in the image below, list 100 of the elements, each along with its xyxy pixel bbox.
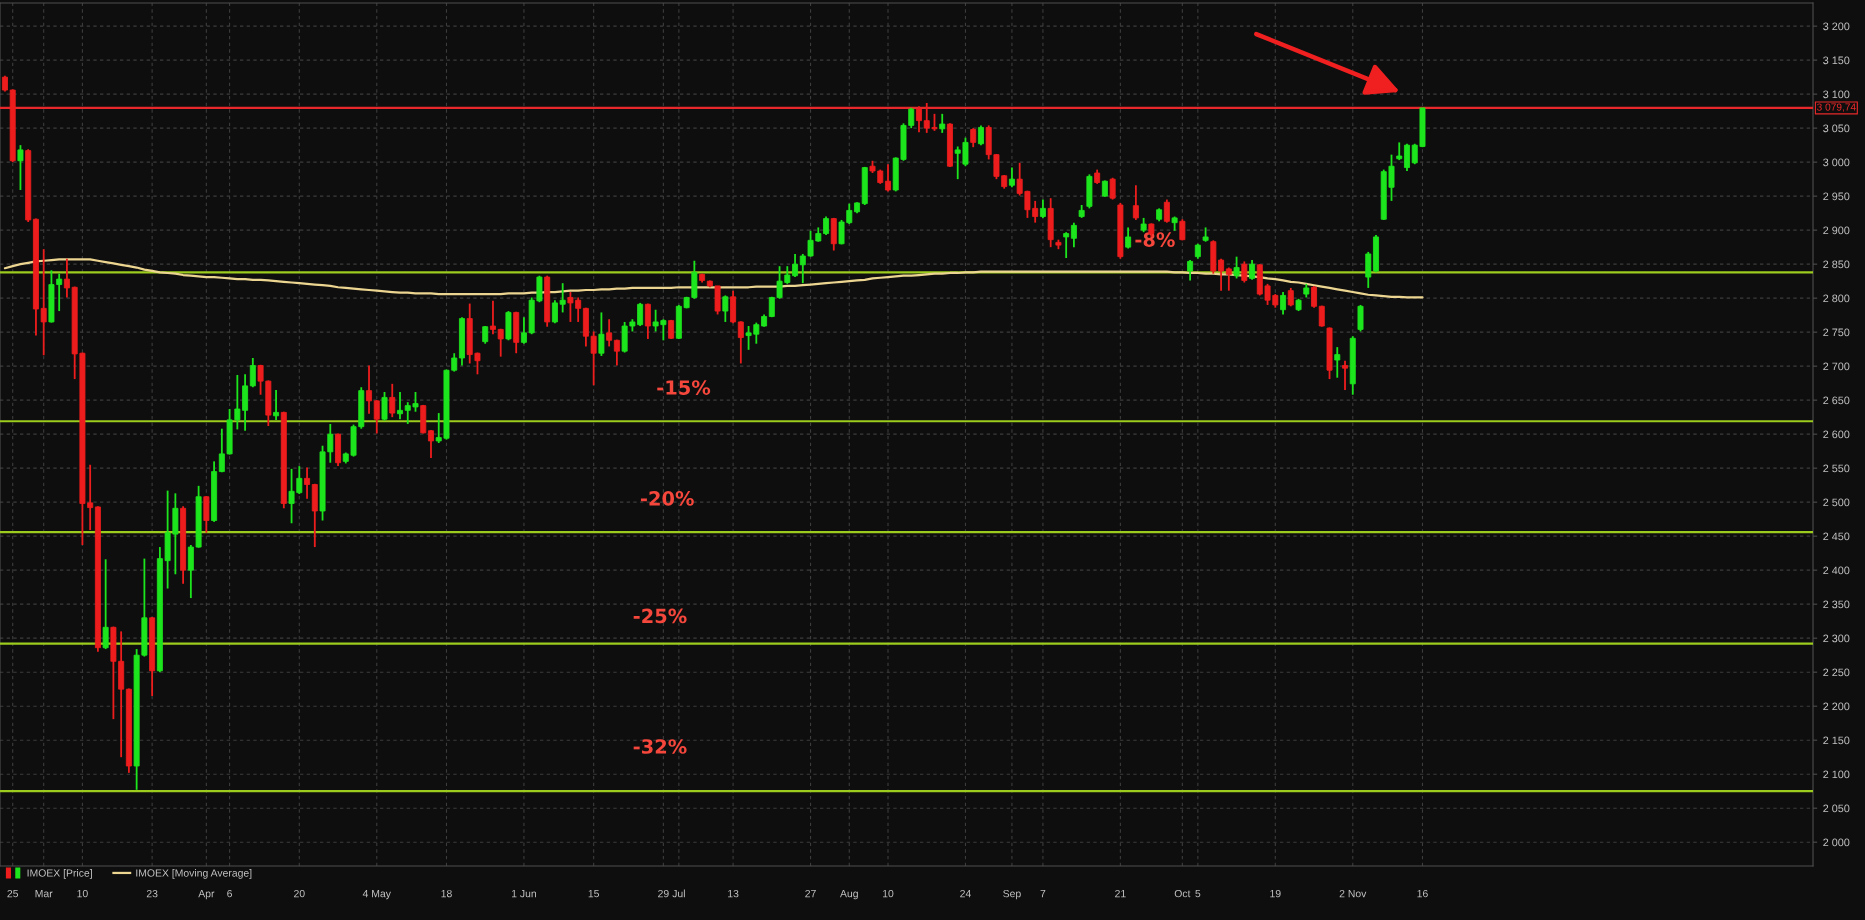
- x-tick-label: Jul: [672, 889, 685, 898]
- x-tick-label: 24: [960, 889, 971, 898]
- x-tick-label: 20: [294, 889, 305, 898]
- candlestick: [1063, 231, 1070, 259]
- y-tick-label: 2 800: [1823, 294, 1850, 303]
- candlestick: [823, 215, 830, 236]
- x-tick-label: 13: [728, 889, 739, 898]
- y-tick-label: 2 750: [1823, 328, 1850, 337]
- candlestick: [428, 429, 434, 459]
- candlestick: [1163, 198, 1170, 224]
- x-tick-label: 5: [1195, 889, 1201, 898]
- annotation: -25%: [633, 608, 687, 624]
- candlestick: [644, 302, 651, 340]
- y-tick-label: 2 600: [1823, 430, 1850, 439]
- x-tick-label: 27: [805, 889, 816, 898]
- candlestick: [1334, 346, 1341, 379]
- ref-line-label: 3 079,74: [1817, 103, 1856, 112]
- y-tick-label: 2 950: [1823, 192, 1850, 201]
- x-tick-label: 4 May: [362, 889, 391, 900]
- x-tick-label: 19: [1270, 889, 1281, 898]
- x-tick-label: Apr: [198, 889, 215, 900]
- x-tick-label: Sep: [1003, 889, 1021, 900]
- x-tick-label: 21: [1115, 889, 1126, 898]
- candlestick: [397, 391, 403, 421]
- y-tick-label: 2 400: [1823, 566, 1850, 575]
- candlestick: [613, 338, 620, 367]
- candlestick: [203, 495, 210, 534]
- candlestick: [1241, 260, 1248, 284]
- y-tick-label: 2 700: [1823, 362, 1850, 371]
- x-tick-label: 2 Nov: [1339, 889, 1367, 898]
- x-tick-label: 29: [658, 889, 669, 898]
- candlestick: [249, 357, 256, 389]
- x-tick-label: Aug: [840, 889, 858, 900]
- candlestick: [970, 127, 977, 149]
- x-tick-label: 1 Jun: [511, 889, 537, 898]
- candlestick: [1039, 198, 1046, 219]
- x-tick-label: Oct: [1174, 889, 1191, 898]
- candlestick: [1365, 250, 1372, 289]
- candlestick: [102, 558, 109, 650]
- y-tick-label: 2 550: [1823, 464, 1850, 473]
- candlestick: [1070, 221, 1077, 249]
- x-tick-label: 7: [1040, 889, 1046, 898]
- annotation: -15%: [657, 380, 711, 395]
- candlestick: [1249, 259, 1256, 281]
- y-tick-label: 2 000: [1823, 838, 1850, 847]
- legend-label: IMOEX [Moving Average]: [136, 869, 252, 879]
- x-tick-label: 25: [7, 889, 19, 898]
- candlestick: [977, 124, 984, 147]
- candlestick: [1342, 359, 1348, 391]
- candlestick: [1404, 142, 1410, 172]
- y-tick-label: 2 150: [1823, 736, 1850, 745]
- y-tick-label: 2 650: [1823, 396, 1850, 405]
- candlestick: [1187, 259, 1194, 282]
- y-tick-label: 2 500: [1823, 498, 1850, 507]
- y-tick-label: 2 350: [1823, 600, 1850, 609]
- y-tick-label: 2 900: [1823, 226, 1850, 235]
- y-tick-label: 3 050: [1823, 124, 1850, 133]
- x-tick-label: 6: [227, 889, 233, 898]
- candlestick: [366, 364, 372, 415]
- x-tick-label: 16: [1417, 889, 1428, 898]
- candlestick: [373, 399, 380, 435]
- y-tick-label: 3 200: [1823, 22, 1850, 31]
- candlestick: [1233, 255, 1240, 280]
- candlestick: [1280, 291, 1287, 316]
- line-series: [3, 258, 1424, 299]
- x-tick-label: 10: [883, 889, 894, 898]
- annotation: -8%: [1135, 232, 1175, 247]
- legend-label: IMOEX [Price]: [27, 869, 92, 879]
- candlestick: [304, 466, 311, 500]
- x-tick-label: 15: [588, 889, 600, 898]
- candlestick: [722, 294, 729, 323]
- x-tick-label: 18: [441, 889, 452, 898]
- candlestick: [885, 163, 891, 193]
- candlestick: [273, 389, 280, 421]
- candlestick: [916, 105, 922, 134]
- x-tick-label: 23: [146, 889, 158, 898]
- candlestick: [606, 318, 613, 348]
- candlestick: [1132, 184, 1139, 221]
- y-tick-label: 2 850: [1823, 260, 1850, 269]
- candlestick: [1357, 304, 1364, 333]
- x-tick-label: 10: [77, 889, 88, 898]
- y-tick-label: 2 250: [1823, 668, 1850, 677]
- y-tick-label: 2 450: [1823, 532, 1850, 541]
- candlestick: [737, 320, 744, 365]
- candlestick: [939, 112, 946, 134]
- candlestick: [389, 382, 396, 419]
- candlestick: [1008, 166, 1015, 189]
- y-tick-label: 2 050: [1823, 804, 1850, 813]
- y-tick-label: 3 000: [1823, 158, 1850, 167]
- candlestick: [1125, 226, 1132, 250]
- candlestick: [381, 391, 388, 422]
- y-tick-label: 2 100: [1823, 770, 1850, 779]
- x-tick-label: Mar: [35, 889, 53, 898]
- y-tick-label: 3 100: [1823, 90, 1850, 99]
- annotation: -20%: [640, 491, 694, 506]
- candlestick: [17, 144, 24, 191]
- y-tick-label: 2 300: [1823, 634, 1850, 643]
- y-tick-label: 2 200: [1823, 702, 1850, 711]
- y-tick-label: 3 150: [1823, 56, 1850, 65]
- candlestick: [1311, 285, 1318, 309]
